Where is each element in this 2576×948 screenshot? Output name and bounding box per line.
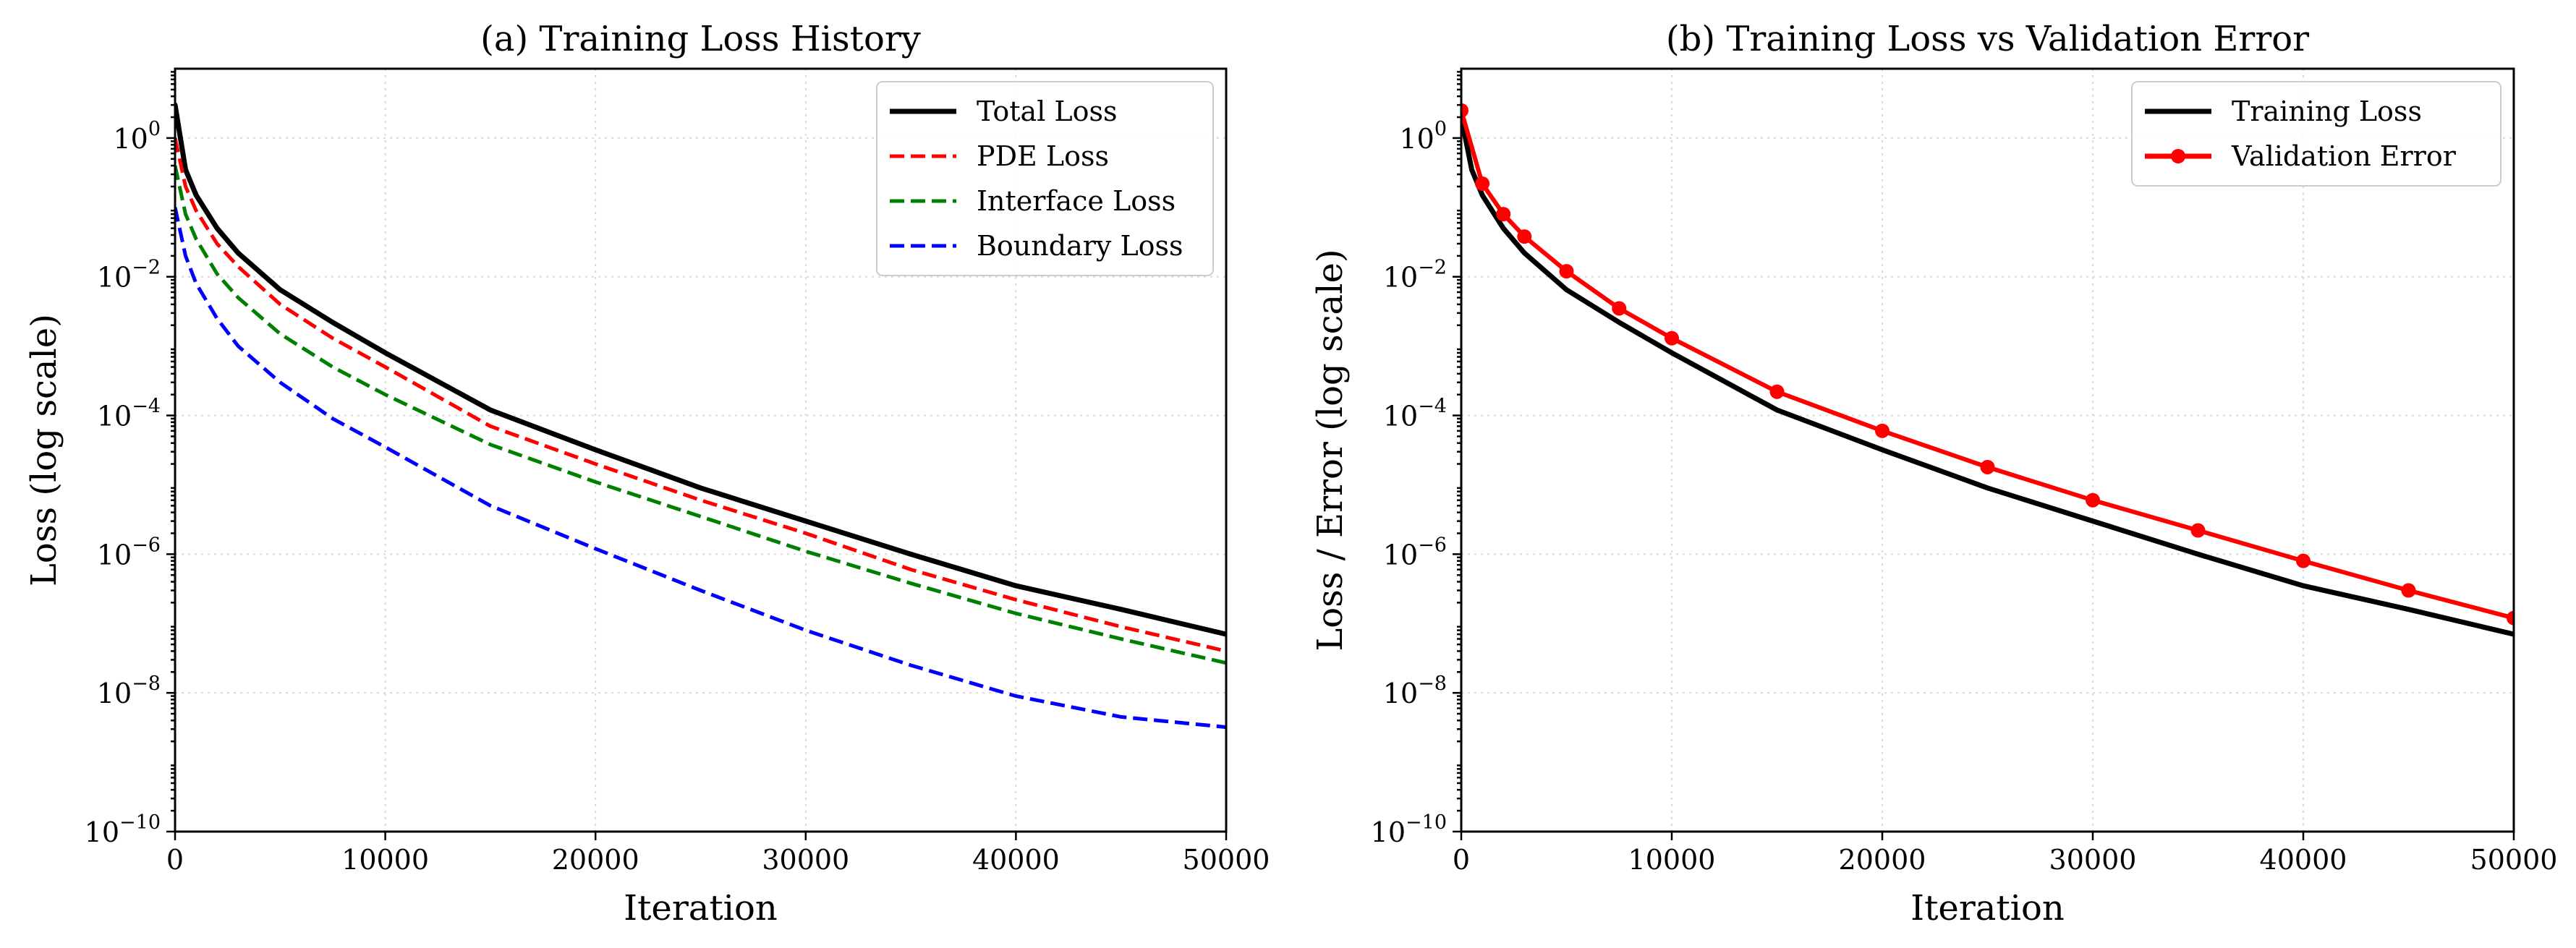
legend: Training Loss Validation Error [2131,81,2501,187]
series-line-total-loss [175,102,1226,637]
x-tick-label: 30000 [2049,844,2137,876]
series-point-validation-error [2296,553,2311,568]
x-tick-label: 40000 [972,844,1060,876]
series-point-validation-error [1980,459,1995,474]
y-tick-label: 10−6 [1383,534,1447,571]
series-point-validation-error [2401,583,2416,598]
legend-frame [2131,81,2501,187]
chart-title: (a) Training Loss History [480,19,921,59]
series-point-validation-error [1475,176,1490,191]
series-point-validation-error [2190,523,2206,538]
x-tick-label: 0 [1453,844,1470,876]
y-tick-exponent: −10 [119,811,161,834]
y-tick-exponent: −4 [1418,396,1447,418]
series-line-boundary-loss [175,207,1226,730]
y-tick-exponent: −4 [132,396,161,418]
legend-frame [876,81,1214,276]
y-tick-label: 10−2 [1383,257,1447,294]
series-line-pde-loss [175,137,1226,653]
legend-label: Interface Loss [977,185,1176,217]
x-tick-label: 50000 [2470,844,2558,876]
subplot-a: 0 10000 20000 30000 40000 50000 10−10 10−8 10−6 1… [24,19,1270,928]
y-tick-exponent: −2 [132,257,161,279]
series-point-validation-error [1461,103,1468,118]
y-tick-label: 10−4 [1383,396,1447,432]
x-axis-label: Iteration [1910,888,2065,928]
x-tick-label: 20000 [552,844,639,876]
series-point-validation-error [1665,330,1679,346]
x-tick-label: 10000 [1628,844,1716,876]
axes-frame [1460,67,2515,833]
legend: Total Loss PDE Loss Interface Loss Boundary… [876,81,1214,276]
y-tick-exponent: −6 [1418,534,1447,556]
y-tick-label: 10−2 [97,257,161,294]
legend-label: Validation Error [2231,140,2457,172]
y-tick-label: 10−10 [1371,811,1447,848]
y-tick-label: 10−6 [97,534,161,571]
subplot-b: 0 10000 20000 30000 40000 50000 10−10 10−8 10−6 1… [1310,19,2557,928]
x-axis-label: Iteration [624,888,778,928]
x-tick-label: 0 [166,844,184,876]
plot-area [175,102,1226,730]
legend-marker [2171,149,2185,163]
y-axis-label: Loss / Error (log scale) [1310,249,1351,651]
y-tick-label: 10−4 [97,396,161,432]
legend-label: Total Loss [977,95,1118,127]
x-tick-label: 10000 [341,844,429,876]
y-tick-exponent: −2 [1418,257,1447,279]
legend-label: Boundary Loss [977,230,1183,262]
series-point-validation-error [1612,301,1627,316]
series-line-training-loss [1461,114,2514,637]
axes-frame [174,67,1228,833]
series-point-validation-error [2507,610,2514,625]
x-tick-label: 20000 [1839,844,1926,876]
y-tick-label: 10−8 [1383,672,1447,709]
y-axis-label: Loss (log scale) [24,314,64,586]
y-tick-label: 10−8 [97,672,161,709]
series-point-validation-error [1496,207,1511,222]
legend-label: PDE Loss [977,140,1109,172]
series-point-validation-error [1559,264,1574,279]
y-tick-label: 10−10 [85,811,161,848]
y-tick-label: 100 [1399,118,1447,155]
x-tick-label: 40000 [2260,844,2347,876]
chart-title: (b) Training Loss vs Validation Error [1666,19,2309,59]
y-tick-exponent: 0 [1434,118,1447,140]
legend-label: Training Loss [2232,95,2422,127]
x-tick-label: 30000 [762,844,849,876]
y-tick-label: 100 [113,118,161,155]
y-tick-exponent: −10 [1406,811,1447,834]
x-tick-label: 50000 [1183,844,1270,876]
series-point-validation-error [1517,229,1532,244]
y-tick-exponent: −6 [132,534,161,556]
series-line-interface-loss [175,165,1226,665]
series-point-validation-error [2086,492,2100,508]
series-point-validation-error [1875,423,1890,438]
y-tick-exponent: −8 [132,672,161,695]
y-tick-exponent: 0 [148,118,161,140]
plot-area [1461,103,2514,637]
y-tick-exponent: −8 [1418,672,1447,695]
series-point-validation-error [1769,384,1785,399]
